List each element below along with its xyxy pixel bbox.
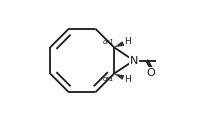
Text: H: H xyxy=(123,75,130,84)
Text: O: O xyxy=(146,68,155,78)
Text: N: N xyxy=(129,56,137,65)
Text: or1: or1 xyxy=(102,76,114,82)
Text: or1: or1 xyxy=(102,39,114,45)
Text: H: H xyxy=(123,37,130,46)
